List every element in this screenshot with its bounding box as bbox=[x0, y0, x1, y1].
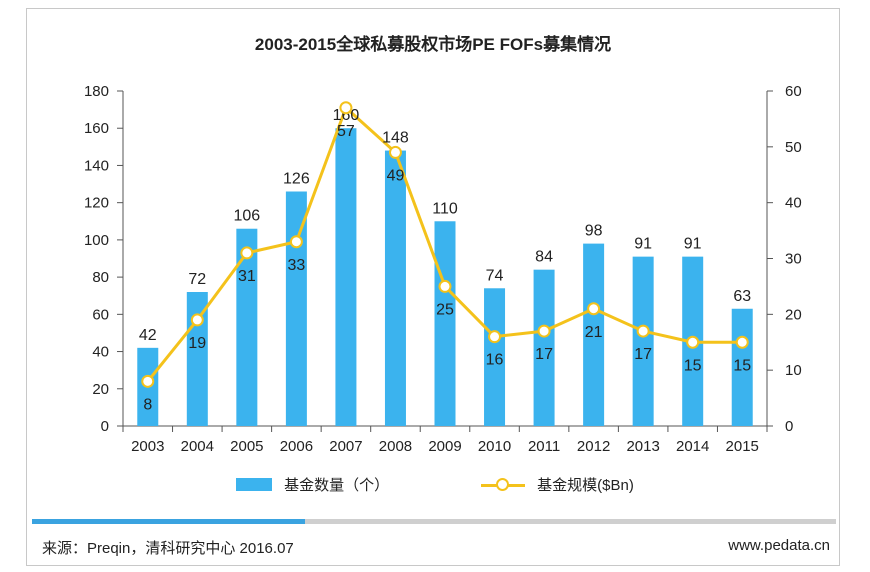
series-point bbox=[587, 302, 601, 316]
series-point bbox=[339, 101, 353, 115]
y-right-tick-label: 30 bbox=[785, 251, 802, 268]
x-tick-label: 2008 bbox=[379, 438, 412, 455]
bar bbox=[236, 228, 258, 426]
y-right-tick-label: 50 bbox=[785, 139, 802, 156]
y-left-tick-label: 60 bbox=[92, 306, 109, 323]
bar-data-label: 148 bbox=[382, 130, 409, 147]
x-tick-label: 2006 bbox=[280, 438, 313, 455]
bar bbox=[434, 221, 456, 426]
bar bbox=[285, 191, 307, 426]
bar bbox=[384, 150, 406, 427]
y-left-tick-label: 160 bbox=[84, 120, 109, 137]
bar bbox=[583, 243, 605, 426]
y-left-tick-label: 0 bbox=[101, 418, 109, 435]
x-tick-label: 2004 bbox=[181, 438, 214, 455]
x-tick-label: 2007 bbox=[329, 438, 362, 455]
y-right-tick-label: 40 bbox=[785, 195, 802, 212]
series-point bbox=[537, 324, 551, 338]
y-left-tick-label: 100 bbox=[84, 232, 109, 249]
bar-data-label: 84 bbox=[535, 249, 553, 266]
y-left-tick-label: 140 bbox=[84, 157, 109, 174]
bar bbox=[484, 288, 506, 426]
footer-progress-track bbox=[32, 519, 836, 524]
line-data-label: 33 bbox=[287, 257, 305, 274]
line-data-label: 8 bbox=[143, 396, 152, 413]
bar bbox=[533, 269, 555, 426]
y-left-tick-label: 20 bbox=[92, 381, 109, 398]
line-data-label: 17 bbox=[535, 346, 553, 363]
series-point bbox=[240, 246, 254, 260]
bar bbox=[731, 308, 753, 426]
legend-item-fund-count: 基金数量（个） bbox=[236, 474, 389, 495]
line-data-label: 21 bbox=[585, 324, 603, 341]
y-left-tick-label: 120 bbox=[84, 195, 109, 212]
x-tick-label: 2010 bbox=[478, 438, 511, 455]
chart-legend: 基金数量（个） 基金规模($Bn) bbox=[0, 474, 870, 495]
line-data-label: 15 bbox=[684, 357, 702, 374]
series-point bbox=[438, 279, 452, 293]
bar-data-label: 98 bbox=[585, 223, 603, 240]
line-data-label: 19 bbox=[188, 335, 206, 352]
x-tick-label: 2011 bbox=[528, 438, 560, 455]
series-point bbox=[141, 374, 155, 388]
series-point bbox=[388, 145, 402, 159]
bar-data-label: 160 bbox=[333, 107, 360, 124]
y-right-tick-label: 20 bbox=[785, 306, 802, 323]
series-point bbox=[190, 313, 204, 327]
y-right-tick-label: 10 bbox=[785, 362, 802, 379]
line-data-label: 57 bbox=[337, 123, 355, 140]
legend-label-fund-size: 基金规模($Bn) bbox=[537, 477, 634, 494]
website-url[interactable]: www.pedata.cn bbox=[728, 537, 830, 554]
series-point bbox=[735, 335, 749, 349]
bar-data-label: 74 bbox=[486, 267, 504, 284]
series-point bbox=[686, 335, 700, 349]
bar-data-label: 42 bbox=[139, 327, 157, 344]
x-tick-label: 2015 bbox=[726, 438, 759, 455]
x-tick-label: 2013 bbox=[626, 438, 659, 455]
legend-item-fund-size: 基金规模($Bn) bbox=[481, 474, 634, 495]
legend-line-swatch bbox=[481, 477, 526, 492]
source-note: 来源：Preqin，清科研究中心 2016.07 bbox=[42, 540, 294, 557]
bar-data-label: 72 bbox=[188, 271, 206, 288]
bar bbox=[335, 128, 357, 426]
y-left-tick-label: 80 bbox=[92, 269, 109, 286]
series-point bbox=[289, 235, 303, 249]
legend-label-fund-count: 基金数量（个） bbox=[284, 477, 390, 494]
bar-data-label: 126 bbox=[283, 171, 310, 188]
footer-progress-fill bbox=[32, 519, 306, 524]
legend-bar-swatch bbox=[236, 478, 273, 491]
y-right-tick-label: 60 bbox=[785, 83, 802, 100]
bar-data-label: 110 bbox=[432, 200, 458, 217]
line-data-label: 25 bbox=[436, 301, 454, 318]
series-point bbox=[488, 330, 502, 344]
x-tick-label: 2009 bbox=[428, 438, 461, 455]
bar bbox=[632, 256, 654, 426]
line-data-label: 16 bbox=[486, 352, 504, 369]
line-data-label: 49 bbox=[387, 167, 405, 184]
x-tick-label: 2014 bbox=[676, 438, 709, 455]
y-left-tick-label: 180 bbox=[84, 83, 109, 100]
bar-data-label: 63 bbox=[733, 288, 751, 305]
bar-data-label: 91 bbox=[634, 236, 652, 253]
bar-data-label: 106 bbox=[233, 208, 260, 225]
x-tick-label: 2012 bbox=[577, 438, 610, 455]
chart-frame bbox=[26, 8, 840, 566]
y-left-tick-label: 40 bbox=[92, 344, 109, 361]
line-data-label: 31 bbox=[238, 268, 256, 285]
series-point bbox=[636, 324, 650, 338]
line-data-label: 15 bbox=[733, 357, 751, 374]
bar-data-label: 91 bbox=[684, 236, 702, 253]
line-data-label: 17 bbox=[634, 346, 652, 363]
chart-title: 2003-2015全球私募股权市场PE FOFs募集情况 bbox=[254, 35, 612, 54]
x-tick-label: 2003 bbox=[131, 438, 164, 455]
y-right-tick-label: 0 bbox=[785, 418, 793, 435]
x-tick-label: 2005 bbox=[230, 438, 263, 455]
